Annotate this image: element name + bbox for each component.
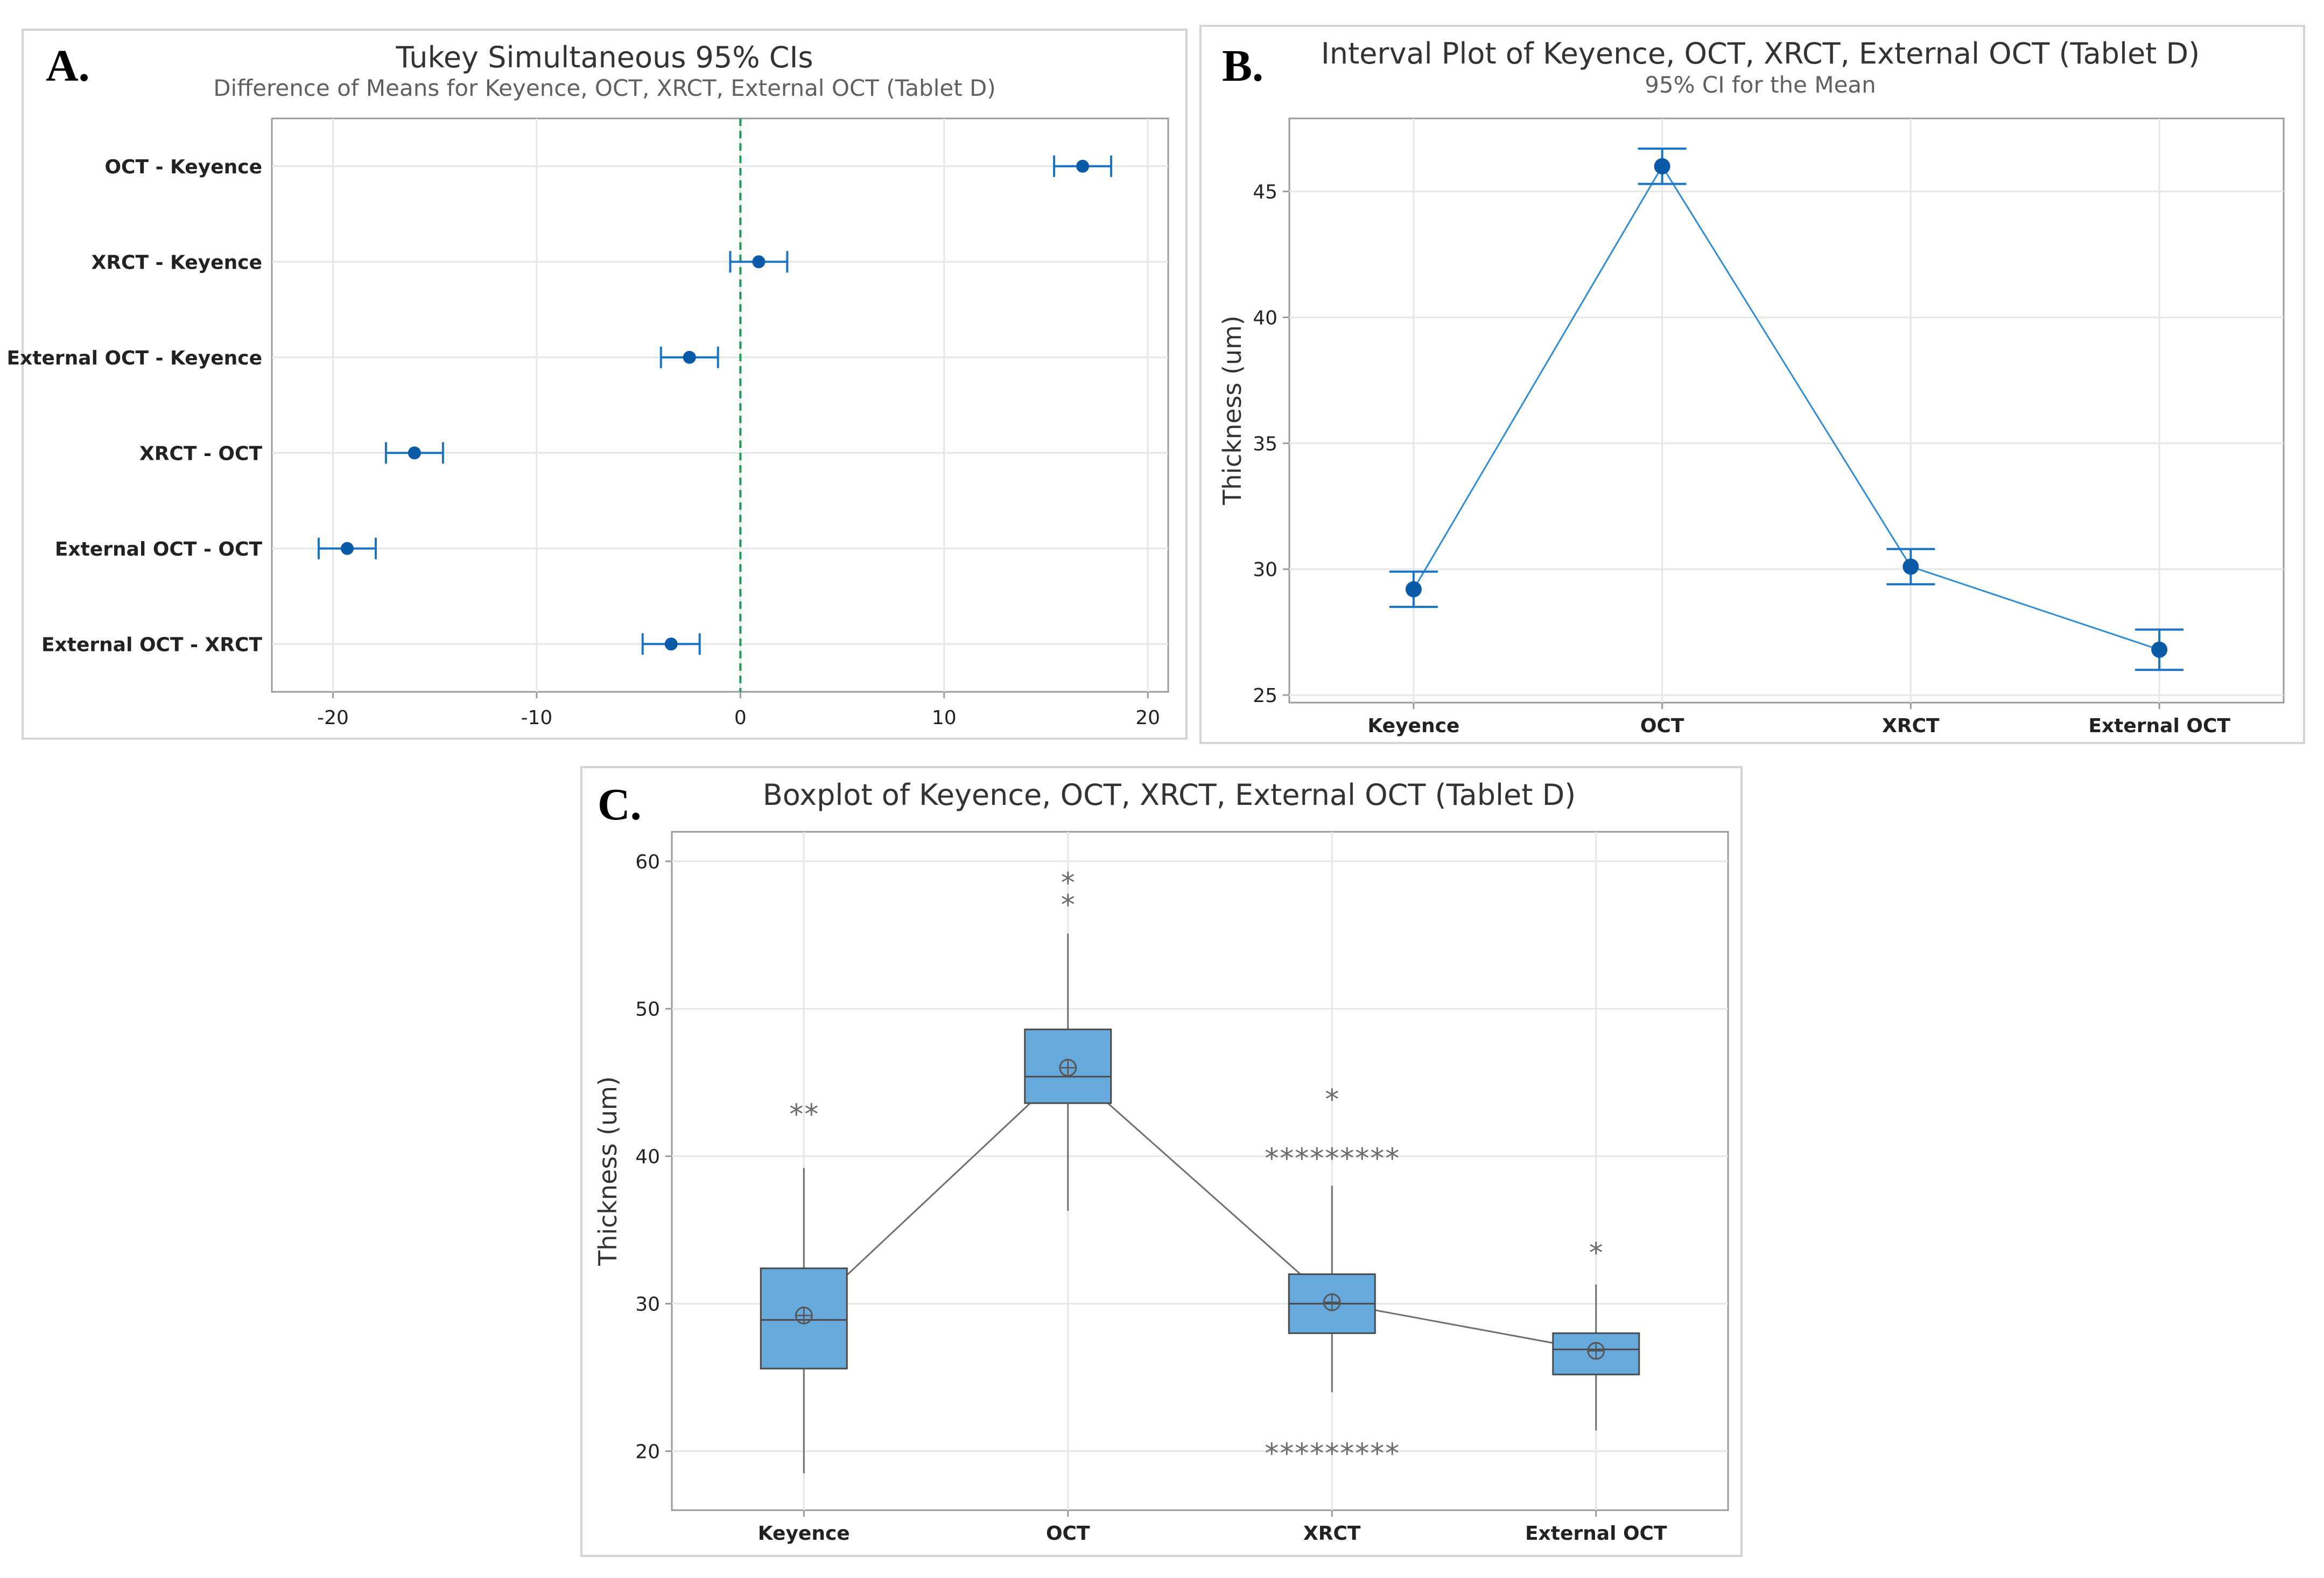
panel-b-y-tick-label: 35 xyxy=(1253,433,1277,455)
panel-a-point-xrct-oct xyxy=(408,446,421,460)
panel-b-y-tick-label: 25 xyxy=(1253,685,1277,707)
panel-a-letter: A. xyxy=(46,41,90,91)
panel-a-category-label: XRCT - OCT xyxy=(139,443,262,465)
panel-c-outlier-keyence: * xyxy=(789,1098,803,1131)
panel-a-category-label: OCT - Keyence xyxy=(104,156,262,178)
panel-a-category-label: External OCT - Keyence xyxy=(6,347,262,369)
panel-c-category-label: XRCT xyxy=(1303,1523,1361,1545)
panel-c-y-axis-label: Thickness (um) xyxy=(593,1076,622,1266)
panel-c-outlier-xrct: * xyxy=(1280,1437,1294,1470)
panel-c-outlier-external-oct: * xyxy=(1589,1237,1603,1270)
panel-a-category-label: External OCT - OCT xyxy=(55,538,263,560)
panel-c-outlier-xrct: * xyxy=(1280,1143,1294,1175)
panel-b-subtitle: 95% CI for the Mean xyxy=(1645,72,1876,98)
panel-c-y-tick-label: 60 xyxy=(635,851,660,873)
panel-b-title: Interval Plot of Keyence, OCT, XRCT, Ext… xyxy=(1321,37,2200,71)
panel-c-category-label: OCT xyxy=(1046,1523,1090,1545)
panel-c-outlier-xrct: * xyxy=(1325,1143,1339,1175)
panel-a-category-label: External OCT - XRCT xyxy=(41,634,262,656)
panel-c-category-label: External OCT xyxy=(1525,1523,1667,1545)
panel-a-plot-area xyxy=(271,117,1169,693)
panel-b-labels: 25 30 35 40 45 Keyence OCT XRCT External OCT xyxy=(1253,181,2230,737)
panel-b-y-tick-label: 30 xyxy=(1253,559,1277,581)
panel-c-outlier-xrct: * xyxy=(1340,1143,1354,1175)
panel-c-mean-connect-line xyxy=(803,1067,1597,1352)
panel-b-category-label: Keyence xyxy=(1367,715,1459,737)
panel-b-category-label: XRCT xyxy=(1882,715,1940,737)
panel-c-plot-area xyxy=(671,831,1729,1511)
panel-c-y-tick-label: 50 xyxy=(635,999,660,1021)
panel-b-y-tick-label: 40 xyxy=(1253,307,1277,329)
panel-c-outlier-keyence: * xyxy=(804,1098,818,1131)
panel-c-outlier-xrct: * xyxy=(1385,1143,1399,1175)
panel-c-category-label: Keyence xyxy=(758,1523,850,1545)
panel-a-point-xrct-keyence xyxy=(752,255,766,269)
panel-c-labels: 20 30 40 50 60 Keyence OCT XRCT External OCT xyxy=(635,851,1667,1545)
panel-c-outlier-xrct: * xyxy=(1385,1437,1399,1470)
panel-a-point-oct-keyence xyxy=(1076,159,1090,173)
panel-b-mean-point-oct xyxy=(1654,158,1670,174)
panel-b-y-axis-label: Thickness (um) xyxy=(1218,315,1247,506)
panel-a: A. Tukey Simultaneous 95% CIs Difference… xyxy=(6,29,1188,740)
panel-c-outlier-xrct: * xyxy=(1295,1437,1309,1470)
panel-c-title: Boxplot of Keyence, OCT, XRCT, External … xyxy=(763,778,1576,812)
panel-a-labels: -20 -10 0 10 20 OCT - Keyence XRCT - Keyence Ex… xyxy=(6,156,1160,729)
panel-a-x-tick-label: -20 xyxy=(317,707,349,729)
panel-b-category-label: OCT xyxy=(1640,715,1684,737)
panel-c: C. Boxplot of Keyence, OCT, XRCT, Extern… xyxy=(580,766,1743,1557)
panel-b-letter: B. xyxy=(1222,41,1263,91)
panel-c-letter: C. xyxy=(598,780,642,830)
panel-a-category-label: XRCT - Keyence xyxy=(92,251,262,273)
panel-c-y-tick-label: 30 xyxy=(635,1294,660,1316)
panel-c-outlier-xrct: * xyxy=(1325,1084,1339,1116)
panel-c-outlier-xrct: * xyxy=(1265,1437,1279,1470)
panel-c-outlier-xrct: * xyxy=(1310,1437,1324,1470)
panel-a-marks xyxy=(318,118,1113,692)
panel-c-y-tick-label: 40 xyxy=(635,1146,660,1168)
panel-c-outlier-xrct: * xyxy=(1370,1437,1384,1470)
panel-b-mean-point-keyence xyxy=(1405,581,1422,598)
panel-b-category-label: External OCT xyxy=(2088,715,2230,737)
panel-b-mean-point-xrct xyxy=(1902,558,1919,575)
panel-b-plot-area xyxy=(1288,117,2285,704)
panel-c-y-tick-label: 20 xyxy=(635,1441,660,1463)
panel-c-outlier-xrct: * xyxy=(1265,1143,1279,1175)
panel-c-outlier-xrct: * xyxy=(1325,1437,1339,1470)
panel-b-y-tick-label: 45 xyxy=(1253,181,1277,204)
panel-a-point-external-oct-keyence xyxy=(683,350,696,364)
panel-a-subtitle: Difference of Means for Keyence, OCT, XR… xyxy=(213,75,996,101)
panel-a-x-tick-label: 10 xyxy=(932,707,957,729)
panel-a-x-tick-label: 20 xyxy=(1135,707,1160,729)
panel-a-x-tick-label: -10 xyxy=(521,707,553,729)
panel-c-outlier-xrct: * xyxy=(1370,1143,1384,1175)
panel-a-x-tick-label: 0 xyxy=(734,707,747,729)
panel-c-marks: * **** * * * * * * * ** * * * * * * * *** xyxy=(760,867,1640,1474)
panel-b: B. Interval Plot of Keyence, OCT, XRCT, … xyxy=(1199,25,2305,744)
panel-c-outlier-xrct: * xyxy=(1310,1143,1324,1175)
panel-b-mean-point-external-oct xyxy=(2151,641,2168,658)
panel-b-grid xyxy=(1289,118,2284,703)
panel-b-marks xyxy=(1389,148,2184,671)
panel-a-point-external-oct-xrct xyxy=(664,637,678,651)
panel-a-title: Tukey Simultaneous 95% CIs xyxy=(395,40,813,74)
panel-c-outlier-oct: * xyxy=(1061,867,1075,899)
panel-b-mean-line xyxy=(1413,164,2160,651)
panel-c-outlier-xrct: * xyxy=(1355,1437,1369,1470)
panel-c-outlier-xrct: * xyxy=(1340,1437,1354,1470)
panel-c-outlier-xrct: * xyxy=(1355,1143,1369,1175)
panel-c-outlier-xrct: * xyxy=(1295,1143,1309,1175)
panel-a-point-external-oct-oct xyxy=(341,542,354,555)
panel-c-outlier-oct: * xyxy=(1061,889,1075,921)
